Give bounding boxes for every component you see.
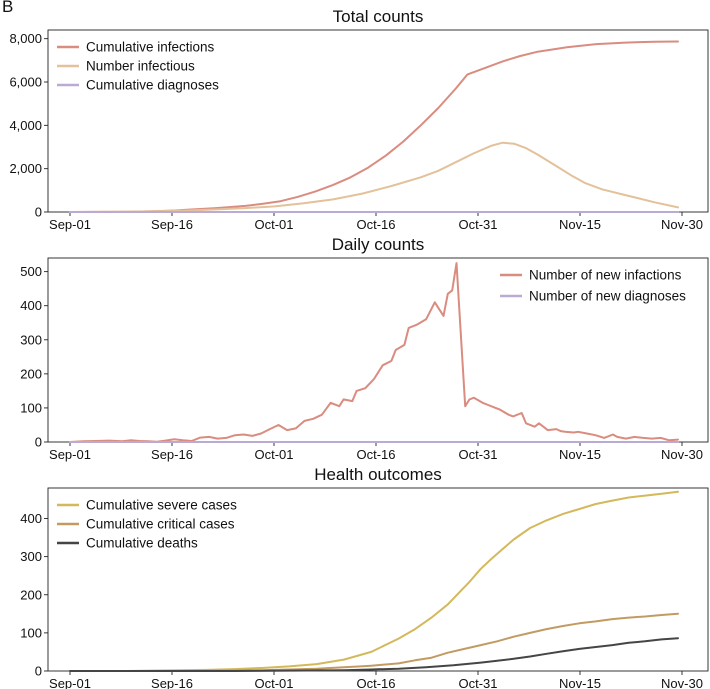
x-tick-label: Oct-16 (356, 217, 395, 232)
series-line (69, 612, 679, 672)
y-tick-label: 0 (35, 435, 42, 450)
x-tick-label: Sep-16 (151, 447, 193, 462)
y-tick-label: 300 (20, 332, 42, 347)
series-line (69, 490, 679, 672)
legend-label: Cumulative deaths (86, 536, 198, 551)
legend-label: Number of new diagnoses (529, 289, 686, 304)
x-tick-label: Sep-01 (49, 217, 91, 232)
y-tick-label: 400 (20, 298, 42, 313)
y-tick-label: 4,000 (9, 118, 42, 133)
x-tick-label: Oct-16 (356, 676, 395, 689)
y-tick-label: 400 (20, 511, 42, 526)
x-tick-label: Nov-15 (559, 447, 601, 462)
series-line (69, 637, 679, 672)
legend-label: Number infectious (86, 59, 195, 74)
chart-panel: Total counts Sep-01 Sep-16 Oct-01 Oct-16 Oct-… (9, 7, 709, 232)
chart-panel: Daily counts Sep-01 Sep-16 Oct-01 Oct-16 Oct-… (20, 235, 709, 462)
series-line (69, 141, 679, 213)
legend-label: Cumulative diagnoses (86, 78, 219, 93)
y-tick-label: 200 (20, 366, 42, 381)
y-tick-label: 8,000 (9, 31, 42, 46)
y-tick-label: 0 (35, 664, 42, 679)
x-tick-label: Nov-15 (559, 217, 601, 232)
x-tick-label: Oct-31 (458, 676, 497, 689)
y-tick-label: 2,000 (9, 161, 42, 176)
legend-label: Cumulative critical cases (86, 517, 235, 532)
y-tick-label: 100 (20, 625, 42, 640)
legend-label: Cumulative severe cases (86, 498, 237, 513)
legend-label: Number of new infactions (529, 268, 682, 283)
x-tick-label: Oct-31 (458, 217, 497, 232)
legend-label: Cumulative infections (86, 40, 215, 55)
chart-panel: Health outcomes Sep-01 Sep-16 Oct-01 Oct-16 O… (20, 465, 709, 689)
plot-frame (47, 29, 709, 213)
x-tick-label: Oct-01 (254, 217, 293, 232)
y-tick-label: 300 (20, 549, 42, 564)
plot-frame (47, 257, 709, 443)
x-tick-label: Nov-30 (661, 447, 703, 462)
x-tick-label: Nov-15 (559, 676, 601, 689)
x-tick-label: Nov-30 (661, 676, 703, 689)
series-line (69, 262, 679, 443)
x-tick-label: Sep-16 (151, 676, 193, 689)
chart-title: Daily counts (332, 235, 425, 254)
y-tick-label: 500 (20, 264, 42, 279)
panel-label: B (2, 0, 14, 16)
x-tick-label: Sep-16 (151, 217, 193, 232)
chart-title: Total counts (333, 7, 424, 26)
x-tick-label: Oct-01 (254, 447, 293, 462)
x-tick-label: Oct-16 (356, 447, 395, 462)
x-tick-label: Nov-30 (661, 217, 703, 232)
chart-title: Health outcomes (314, 465, 442, 484)
x-tick-label: Sep-01 (49, 676, 91, 689)
x-tick-label: Oct-01 (254, 676, 293, 689)
y-tick-label: 0 (35, 205, 42, 220)
x-tick-label: Sep-01 (49, 447, 91, 462)
y-tick-label: 6,000 (9, 75, 42, 90)
y-tick-label: 100 (20, 400, 42, 415)
x-tick-label: Oct-31 (458, 447, 497, 462)
y-tick-label: 200 (20, 587, 42, 602)
plot-frame (47, 487, 709, 672)
